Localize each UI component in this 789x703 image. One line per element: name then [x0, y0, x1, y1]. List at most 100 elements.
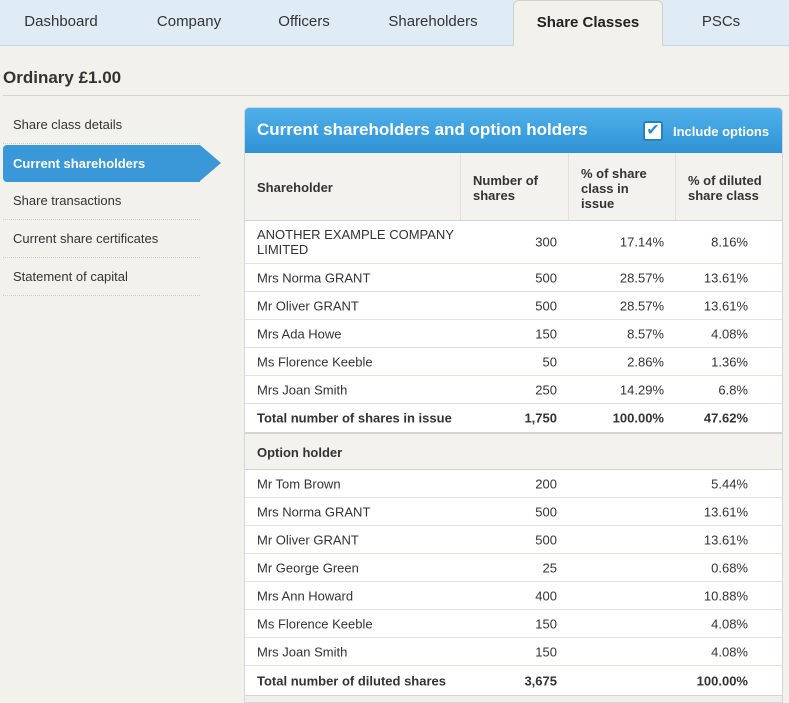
shareholder-name: Mr Oliver GRANT: [257, 298, 359, 313]
option-holder-name: Mr Tom Brown: [257, 476, 341, 491]
option-holder-heading: Option holder: [257, 445, 343, 460]
table-row: ANOTHER EXAMPLE COMPANY LIMITED 300 17.1…: [245, 221, 782, 264]
shares-count: 150: [535, 326, 557, 341]
shareholder-name: Mrs Norma GRANT: [257, 270, 371, 285]
option-pct-diluted: 0.68%: [711, 560, 748, 575]
option-holder-name: Mrs Norma GRANT: [257, 504, 371, 519]
column-header-pct-line2: class in: [581, 181, 629, 196]
pct-diluted: 13.61%: [703, 298, 748, 313]
shares-count: 50: [542, 354, 557, 369]
total-pct-issue: 100.00%: [612, 410, 664, 426]
table-row: Ms Florence Keeble 50 2.86% 1.36%: [245, 348, 782, 376]
main-tab-bar: Dashboard Company Officers Shareholders …: [0, 0, 789, 47]
option-shares: 400: [535, 588, 557, 603]
shareholder-name: Ms Florence Keeble: [257, 354, 373, 369]
column-header-pct-line3: issue: [581, 196, 615, 211]
table-row: Mrs Ann Howard 400 10.88%: [245, 582, 782, 610]
option-pct-diluted: 10.88%: [703, 588, 748, 603]
pct-diluted: 1.36%: [711, 354, 748, 369]
table-row: Mrs Norma GRANT 500 28.57% 13.61%: [245, 264, 782, 292]
sidebar-item-share-certificates[interactable]: Current share certificates: [3, 220, 200, 258]
panel-header: Current shareholders and option holders …: [245, 108, 782, 153]
tab-officers[interactable]: Officers: [278, 13, 330, 30]
pct-issue: 28.57%: [619, 270, 664, 285]
total-shares: 1,750: [524, 410, 557, 426]
sidebar-item-statement-of-capital[interactable]: Statement of capital: [3, 258, 200, 296]
column-header-shares: Number of shares: [461, 153, 569, 221]
option-pct-diluted: 13.61%: [703, 532, 748, 547]
pct-issue: 17.14%: [619, 234, 664, 250]
column-header-pct-issue: % of share class in issue: [569, 153, 676, 221]
tab-share-classes[interactable]: Share Classes: [513, 0, 663, 47]
tab-pscs[interactable]: PSCs: [701, 13, 741, 30]
option-shares: 150: [535, 616, 557, 631]
table-row: Mr Tom Brown 200 5.44%: [245, 470, 782, 498]
table-row: Mr George Green 25 0.68%: [245, 554, 782, 582]
column-header-shares-line1: Number of: [473, 173, 538, 188]
column-header-pct-line1: % of share: [581, 166, 647, 181]
tab-dashboard[interactable]: Dashboard: [24, 13, 98, 30]
panel-title: Current shareholders and option holders: [257, 120, 588, 139]
option-pct-diluted: 5.44%: [711, 476, 748, 491]
shares-count: 500: [535, 298, 557, 313]
option-shares: 25: [542, 560, 557, 575]
total-label: Total number of shares in issue: [257, 410, 452, 426]
issue-total-row: Total number of shares in issue 1,750 10…: [245, 404, 782, 432]
option-holder-name: Mrs Ann Howard: [257, 588, 354, 603]
column-header-pct-diluted: % of diluted share class: [676, 153, 782, 221]
tab-company[interactable]: Company: [156, 13, 222, 30]
sidebar-item-current-shareholders[interactable]: Current shareholders: [3, 145, 221, 182]
sidebar-item-share-transactions[interactable]: Share transactions: [3, 182, 200, 220]
pct-diluted: 6.8%: [718, 382, 748, 397]
page-title: Ordinary £1.00: [3, 68, 122, 87]
option-pct-diluted: 4.08%: [711, 644, 748, 659]
shareholder-name: Mrs Joan Smith: [257, 382, 348, 397]
shareholders-panel: Current shareholders and option holders …: [244, 107, 783, 703]
option-shares: 500: [535, 504, 557, 519]
diluted-total-shares: 3,675: [524, 673, 557, 688]
column-header-shares-line2: shares: [473, 188, 515, 203]
table-row: Mr Oliver GRANT 500 28.57% 13.61%: [245, 292, 782, 320]
sidebar-item-share-class-details[interactable]: Share class details: [3, 106, 200, 144]
column-header-diluted-line2: share class: [688, 188, 759, 203]
option-holder-section-header: Option holder: [245, 432, 782, 470]
option-holder-name: Mrs Joan Smith: [257, 644, 348, 659]
shareholder-name: Mrs Ada Howe: [257, 326, 342, 341]
option-pct-diluted: 4.08%: [711, 616, 748, 631]
shares-count: 300: [535, 234, 557, 250]
table-row: Mrs Norma GRANT 500 13.61%: [245, 498, 782, 526]
column-header-shareholder: Shareholder: [245, 153, 461, 221]
pct-issue: 28.57%: [619, 298, 664, 313]
option-shares: 500: [535, 532, 557, 547]
include-options-checkbox[interactable]: ✔: [643, 121, 663, 141]
option-holder-name: Mr George Green: [257, 560, 359, 575]
panel-footer: [245, 695, 782, 702]
shareholder-name: ANOTHER EXAMPLE COMPANY LIMITED: [257, 227, 454, 257]
diluted-total-pct: 100.00%: [696, 673, 748, 688]
option-shares: 200: [535, 476, 557, 491]
option-shares: 150: [535, 644, 557, 659]
pct-diluted: 13.61%: [703, 270, 748, 285]
pct-issue: 14.29%: [619, 382, 664, 397]
shares-count: 250: [535, 382, 557, 397]
tab-shareholders[interactable]: Shareholders: [388, 13, 478, 30]
column-header-diluted-line1: % of diluted: [688, 173, 762, 188]
table-row: Mrs Ada Howe 150 8.57% 4.08%: [245, 320, 782, 348]
diluted-total-row: Total number of diluted shares 3,675 100…: [245, 666, 782, 695]
pct-diluted: 8.16%: [711, 234, 748, 250]
option-holder-name: Mr Oliver GRANT: [257, 532, 359, 547]
pct-diluted: 4.08%: [711, 326, 748, 341]
table-row: Ms Florence Keeble 150 4.08%: [245, 610, 782, 638]
option-pct-diluted: 13.61%: [703, 504, 748, 519]
shares-count: 500: [535, 270, 557, 285]
table-row: Mrs Joan Smith 250 14.29% 6.8%: [245, 376, 782, 404]
include-options-label[interactable]: Include options: [673, 124, 770, 139]
diluted-total-label: Total number of diluted shares: [257, 673, 447, 688]
column-header-shareholder-label: Shareholder: [257, 180, 333, 195]
table-row: Mr Oliver GRANT 500 13.61%: [245, 526, 782, 554]
option-holder-name: Ms Florence Keeble: [257, 616, 373, 631]
pct-issue: 8.57%: [627, 326, 664, 341]
total-pct-diluted: 47.62%: [703, 410, 748, 426]
title-divider: [3, 95, 789, 96]
table-row: Mrs Joan Smith 150 4.08%: [245, 638, 782, 666]
